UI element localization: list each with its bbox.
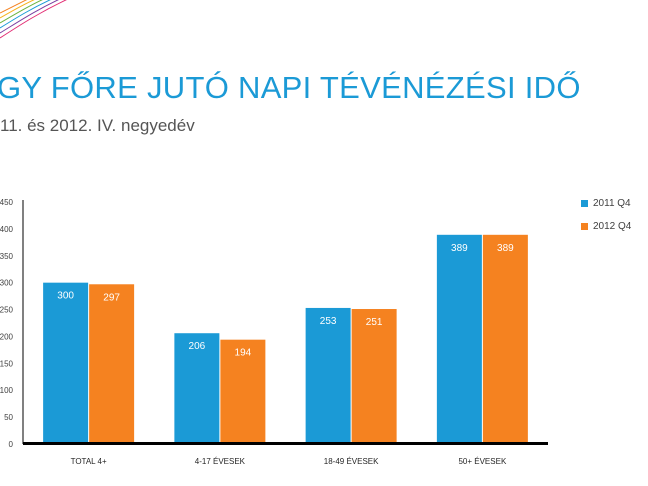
legend-item-2011: 2011 Q4 [581,196,631,210]
bar [89,284,135,444]
y-tick-label: 100 [0,386,14,395]
data-label: 389 [497,243,514,254]
bar-chart: 0 50 100 150 200 250 300 350 400 450 300 297 TOTAL 4… [0,198,548,466]
data-label: 194 [235,348,252,359]
y-tick-label: 150 [0,359,14,368]
data-label: 389 [451,243,468,254]
data-label: 251 [366,317,383,328]
legend-label-2011: 2011 Q4 [593,197,631,209]
x-axis-line [23,442,548,445]
x-tick-label: 50+ ÉVESEK [458,457,506,466]
y-tick-label: 50 [4,413,13,422]
data-label: 253 [320,316,337,327]
legend-swatch-2012 [581,222,588,230]
bar [436,234,482,444]
y-tick-label: 300 [0,279,14,288]
bar [351,309,397,444]
data-label: 300 [57,291,74,302]
y-tick-label: 250 [0,306,14,315]
y-tick-label: 400 [0,225,14,234]
bar [220,339,266,444]
y-tick-label: 450 [0,198,14,207]
x-tick-label: 18-49 ÉVESEK [324,457,379,466]
chart-legend: 2011 Q4 2012 Q4 [581,196,631,242]
data-label: 297 [103,292,120,303]
bar [482,234,528,444]
y-tick-label: 200 [0,332,14,341]
decorative-curves [0,0,67,39]
y-tick-label: 0 [9,440,14,449]
bar [174,333,220,444]
y-tick-label: 350 [0,252,14,261]
data-label: 206 [189,341,206,352]
x-tick-label: TOTAL 4+ [71,457,107,466]
page-title: GY FŐRE JUTÓ NAPI TÉVÉNÉZÉSI IDŐ [0,70,581,105]
page-subtitle: 11. és 2012. IV. negyedév [0,116,195,135]
bar [43,282,89,444]
legend-item-2012: 2012 Q4 [581,219,631,233]
bar [305,307,351,444]
legend-label-2012: 2012 Q4 [593,220,632,232]
legend-swatch-2011 [581,199,588,207]
x-tick-label: 4-17 ÉVESEK [195,457,246,466]
